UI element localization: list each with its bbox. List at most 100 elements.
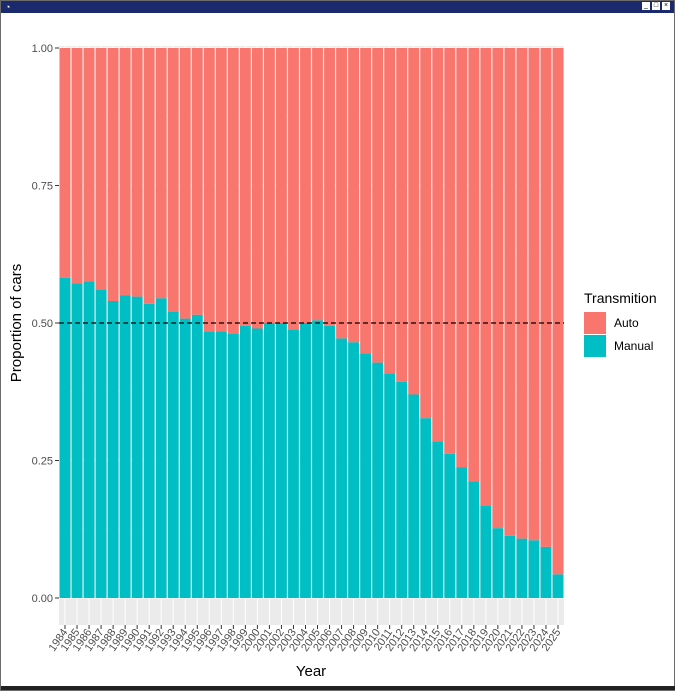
bar-manual-2025 — [552, 574, 564, 598]
legend-key-auto — [584, 312, 606, 334]
bar-auto-1999 — [239, 48, 251, 326]
bar-manual-2009 — [360, 353, 372, 598]
bar-manual-1992 — [155, 298, 167, 598]
bar-auto-2020 — [492, 48, 504, 529]
bar-auto-2009 — [360, 48, 372, 354]
bar-auto-2024 — [540, 48, 552, 547]
bar-manual-2013 — [408, 394, 420, 598]
bar-auto-1991 — [143, 48, 155, 304]
bar-auto-2023 — [528, 48, 540, 541]
bar-auto-1996 — [203, 48, 215, 332]
bottom-strip — [1, 686, 675, 690]
bar-manual-2016 — [444, 453, 456, 598]
bar-auto-1994 — [179, 48, 191, 319]
bar-manual-1991 — [143, 303, 155, 598]
legend-key-manual — [584, 335, 606, 357]
bar-manual-1988 — [107, 301, 119, 598]
bar-auto-2016 — [444, 48, 456, 454]
window-title — [1, 1, 674, 13]
bar-manual-2024 — [540, 546, 552, 598]
minimize-button[interactable]: _ — [642, 2, 650, 10]
bar-auto-1992 — [155, 48, 167, 299]
bar-auto-1988 — [107, 48, 119, 301]
bar-manual-2003 — [288, 329, 299, 598]
bar-manual-2022 — [516, 538, 528, 598]
y-tick-label: 0.00 — [32, 593, 53, 605]
bar-auto-2012 — [396, 48, 408, 382]
app-icon: ◔ — [5, 2, 11, 12]
bar-manual-2011 — [384, 373, 396, 598]
bars — [59, 48, 564, 598]
bar-manual-1987 — [95, 290, 107, 598]
bar-auto-2011 — [384, 48, 396, 374]
y-axis: 0.00 0.25 0.50 0.75 1.00 — [32, 43, 59, 605]
bar-manual-2002 — [276, 323, 287, 598]
bar-auto-2017 — [456, 48, 468, 468]
bar-auto-1993 — [167, 48, 179, 312]
bar-manual-1999 — [239, 325, 251, 598]
y-tick-label: 0.25 — [32, 456, 53, 468]
y-axis-label: Proportion of cars — [8, 264, 25, 382]
y-tick-label: 0.75 — [32, 181, 53, 193]
close-button[interactable]: × — [662, 2, 670, 10]
bar-manual-2010 — [372, 362, 384, 598]
bar-auto-1984 — [59, 48, 71, 278]
x-axis-label: Year — [296, 663, 326, 680]
panel-background — [59, 46, 564, 625]
bar-auto-2005 — [312, 48, 323, 321]
bar-auto-1990 — [131, 48, 143, 297]
bar-manual-2017 — [456, 467, 468, 598]
bar-auto-2004 — [300, 48, 311, 323]
bar-manual-2008 — [348, 342, 359, 598]
bar-manual-2012 — [396, 381, 408, 598]
bar-manual-1989 — [119, 295, 131, 598]
bar-manual-1986 — [83, 281, 95, 598]
proportion-chart: 0.00 0.25 0.50 0.75 1.00 1984198519861987198… — [8, 43, 657, 680]
bar-auto-1998 — [227, 48, 239, 334]
bar-manual-1990 — [131, 296, 143, 598]
bar-manual-2014 — [420, 418, 432, 598]
bar-auto-2003 — [288, 48, 299, 330]
title-bar[interactable]: ◔ _ □ × — [1, 1, 674, 13]
bar-auto-2021 — [504, 48, 516, 536]
bar-auto-2022 — [516, 48, 528, 539]
bar-auto-1995 — [191, 48, 203, 315]
bar-auto-1989 — [119, 48, 131, 296]
bar-manual-2005 — [312, 320, 323, 598]
bar-auto-2019 — [480, 48, 492, 506]
bar-manual-1996 — [203, 331, 215, 598]
y-tick-label: 1.00 — [32, 43, 53, 55]
bar-manual-1993 — [167, 312, 179, 598]
bar-auto-2018 — [468, 48, 480, 482]
x-axis: 1984198519861987198819891990199119921993… — [47, 625, 563, 654]
bar-manual-2023 — [528, 540, 540, 598]
bar-manual-2006 — [324, 325, 335, 598]
bar-manual-1984 — [59, 277, 71, 598]
legend-label-auto: Auto — [614, 316, 639, 330]
bar-manual-1995 — [191, 314, 203, 598]
bar-auto-2008 — [348, 48, 359, 343]
bar-manual-2001 — [264, 323, 275, 598]
bar-manual-1997 — [215, 331, 227, 598]
bar-auto-2006 — [324, 48, 335, 326]
bar-auto-2000 — [251, 48, 263, 329]
bar-auto-2025 — [552, 48, 564, 575]
bar-manual-2007 — [336, 338, 347, 598]
bar-auto-2002 — [276, 48, 287, 323]
bar-auto-1987 — [95, 48, 107, 290]
window-controls: _ □ × — [642, 2, 670, 12]
bar-auto-2001 — [264, 48, 275, 323]
legend: Transmition Auto Manual — [584, 290, 657, 357]
plot-panel — [59, 46, 564, 625]
bar-auto-2010 — [372, 48, 384, 363]
bar-manual-2019 — [480, 505, 492, 598]
legend-label-manual: Manual — [614, 339, 653, 353]
bar-auto-2013 — [408, 48, 420, 395]
legend-title: Transmition — [584, 290, 657, 306]
bar-auto-1985 — [71, 48, 83, 284]
bar-manual-2020 — [492, 528, 504, 598]
bar-auto-2007 — [336, 48, 347, 339]
maximize-button[interactable]: □ — [652, 2, 660, 10]
bar-manual-1985 — [71, 283, 83, 598]
